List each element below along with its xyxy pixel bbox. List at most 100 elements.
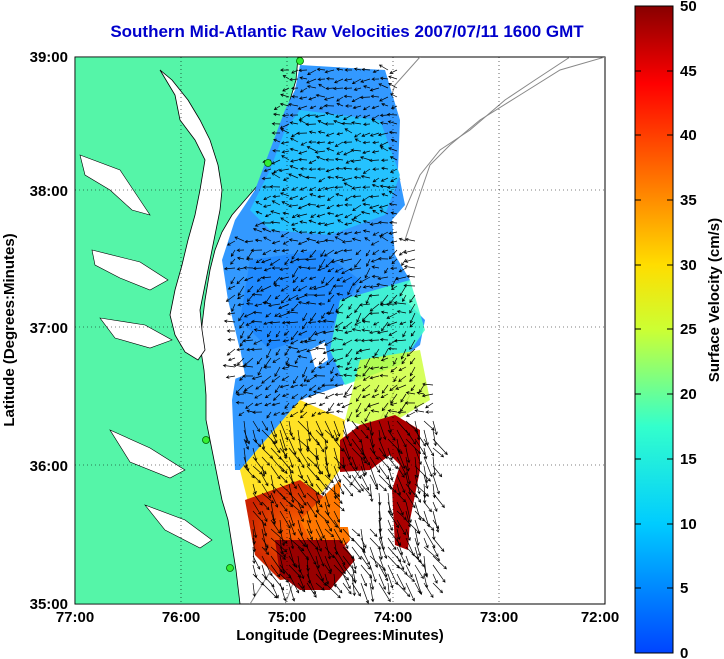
velocity-arrow	[387, 346, 398, 351]
velocity-arrow	[342, 339, 353, 346]
velocity-arrow	[306, 474, 314, 487]
y-axis-label: Latitude (Degrees:Minutes)	[1, 233, 18, 426]
velocity-arrow	[399, 402, 407, 413]
velocity-arrow	[378, 555, 388, 578]
velocity-arrow	[313, 373, 326, 378]
velocity-arrow	[325, 86, 335, 91]
velocity-arrow	[315, 204, 326, 208]
velocity-arrow	[226, 329, 236, 333]
velocity-arrow	[432, 510, 440, 533]
velocity-arrow	[362, 105, 371, 111]
velocity-arrow	[354, 138, 362, 143]
velocity-arrow	[273, 411, 281, 416]
velocity-arrow	[288, 456, 294, 469]
velocity-arrow	[379, 76, 389, 81]
velocity-arrow	[297, 456, 305, 469]
velocity-arrow	[372, 177, 380, 183]
velocity-arrow	[297, 204, 308, 210]
velocity-arrow	[288, 537, 305, 552]
velocity-arrow	[369, 366, 380, 370]
velocity-arrows	[222, 64, 448, 604]
velocity-arrow	[291, 186, 299, 191]
velocity-arrow	[298, 157, 308, 162]
velocity-arrow	[381, 193, 389, 197]
velocity-arrow	[414, 447, 422, 466]
velocity-arrow	[327, 231, 335, 235]
velocity-arrow	[227, 337, 236, 342]
velocity-arrow	[288, 582, 296, 602]
velocity-arrow	[294, 357, 299, 365]
velocity-arrow	[261, 501, 270, 511]
velocity-arrow	[254, 238, 263, 243]
velocity-arrow	[378, 564, 389, 582]
velocity-arrow	[387, 465, 394, 481]
velocity-arrow	[261, 176, 272, 181]
velocity-arrow	[265, 312, 272, 318]
velocity-arrow	[386, 321, 398, 327]
velocity-arrow	[324, 69, 335, 74]
velocity-arrow	[315, 465, 324, 475]
velocity-arrow	[354, 373, 362, 378]
velocity-arrow	[395, 384, 407, 390]
velocity-arrow	[306, 202, 317, 207]
velocity-arrow	[360, 456, 367, 476]
velocity-arrow	[432, 456, 437, 477]
velocity-arrow	[423, 447, 428, 460]
velocity-arrow	[291, 213, 299, 219]
velocity-arrow	[297, 474, 308, 484]
velocity-arrow	[390, 285, 398, 290]
velocity-arrow	[351, 78, 362, 85]
velocity-arrow	[309, 105, 317, 110]
grid-lines	[75, 57, 605, 604]
velocity-arrow	[354, 114, 362, 119]
velocity-arrow	[302, 312, 308, 322]
velocity-arrow	[351, 420, 359, 430]
x-tick-label: 74:00	[374, 609, 412, 626]
velocity-arrow	[333, 501, 345, 512]
velocity-arrow	[252, 456, 267, 475]
velocity-arrow	[307, 393, 317, 398]
velocity-arrow	[354, 338, 362, 342]
velocity-arrow	[369, 303, 380, 312]
velocity-arrow	[237, 285, 245, 297]
velocity-arrow	[393, 301, 407, 305]
velocity-arrow	[369, 222, 380, 226]
velocity-arrow	[353, 167, 362, 171]
colorbar: 50 45 40 35 30 25 20 15 10 5 0 Surface V…	[634, 0, 723, 659]
velocity-arrow	[270, 519, 281, 535]
velocity-arrow	[255, 210, 263, 215]
velocity-arrow	[405, 447, 411, 464]
velocity-arrow	[315, 346, 326, 350]
velocity-arrow	[252, 474, 261, 484]
velocity-arrow	[296, 131, 308, 136]
velocity-arrow	[324, 420, 334, 439]
velocity-arrow	[305, 257, 317, 262]
velocity-arrow	[361, 384, 371, 392]
velocity-arrow	[315, 447, 319, 459]
velocity-arrow	[405, 438, 422, 455]
velocity-arrow	[324, 555, 333, 573]
velocity-arrow	[252, 266, 263, 271]
velocity-arrow	[351, 96, 362, 103]
velocity-arrow	[352, 204, 362, 212]
velocity-arrow	[271, 228, 281, 233]
velocity-arrow	[323, 249, 335, 257]
velocity-arrow	[315, 474, 328, 491]
velocity-arrow	[312, 390, 326, 395]
velocity-arrow	[245, 257, 254, 261]
velocity-arrow	[378, 537, 388, 559]
colorbar-tick: 20	[680, 386, 697, 403]
velocity-arrow	[317, 167, 326, 171]
velocity-arrow	[297, 483, 306, 499]
velocity-arrow	[290, 339, 299, 345]
velocity-arrow	[344, 203, 353, 207]
velocity-arrow	[317, 384, 326, 390]
velocity-arrow	[351, 582, 361, 597]
velocity-arrow	[414, 519, 421, 535]
velocity-arrow	[306, 519, 313, 535]
velocity-arrow	[315, 537, 322, 552]
velocity-arrow	[315, 546, 325, 567]
velocity-arrow	[261, 564, 268, 581]
velocity-arrow	[389, 69, 398, 74]
velocity-arrow	[334, 328, 344, 332]
